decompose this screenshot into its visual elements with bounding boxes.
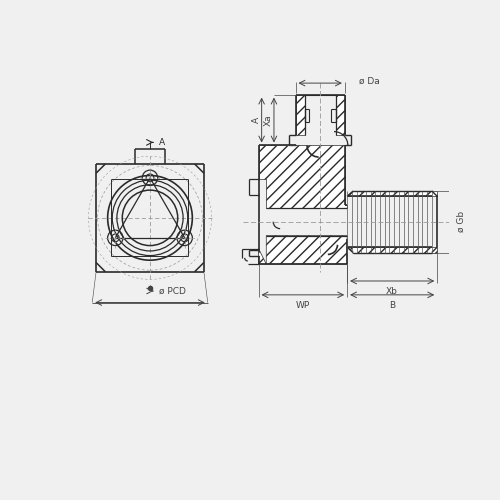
Text: ø Gb: ø Gb bbox=[456, 211, 466, 233]
Polygon shape bbox=[336, 94, 345, 134]
Text: Xb: Xb bbox=[386, 287, 398, 296]
Text: Xa: Xa bbox=[264, 114, 273, 126]
Polygon shape bbox=[347, 191, 437, 196]
Polygon shape bbox=[258, 236, 347, 264]
Polygon shape bbox=[347, 247, 437, 252]
Text: A: A bbox=[159, 138, 166, 147]
Text: B: B bbox=[389, 301, 395, 310]
Polygon shape bbox=[258, 146, 347, 208]
Text: WP: WP bbox=[296, 301, 310, 310]
Text: ø PCD: ø PCD bbox=[159, 286, 186, 296]
Polygon shape bbox=[296, 94, 305, 134]
Text: A: A bbox=[252, 117, 261, 123]
Text: ø Da: ø Da bbox=[358, 77, 380, 86]
